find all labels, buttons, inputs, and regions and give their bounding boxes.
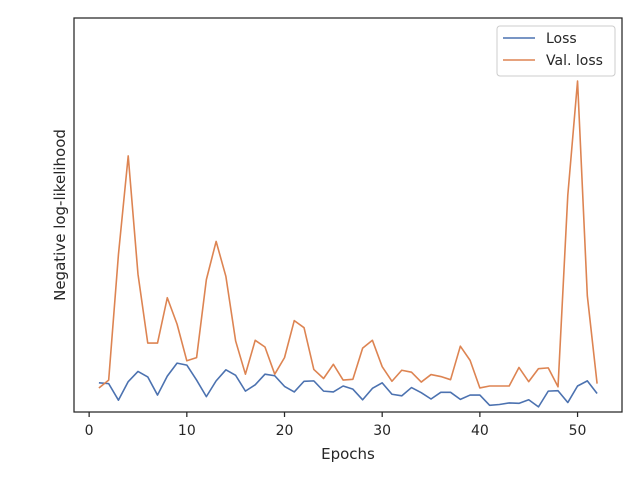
x-tick-label: 50 (569, 423, 587, 439)
x-tick-label: 40 (471, 423, 489, 439)
x-tick-label: 30 (373, 423, 391, 439)
x-axis-ticks: 0 10 20 30 40 50 (85, 412, 587, 439)
x-axis-label: Epochs (321, 445, 375, 463)
x-tick-label: 20 (276, 423, 294, 439)
plot-area-frame (73, 17, 623, 413)
x-tick-label: 10 (178, 423, 196, 439)
y-axis-label: Negative log-likelihood (51, 129, 69, 301)
legend-label-val-loss: Val. loss (546, 53, 603, 69)
legend: Loss Val. loss (496, 25, 616, 77)
legend-label-loss: Loss (546, 31, 577, 47)
series-line-loss (98, 362, 598, 408)
x-tick-label: 0 (85, 423, 94, 439)
series-line-val-loss (98, 80, 598, 389)
plot-lines (98, 80, 598, 408)
